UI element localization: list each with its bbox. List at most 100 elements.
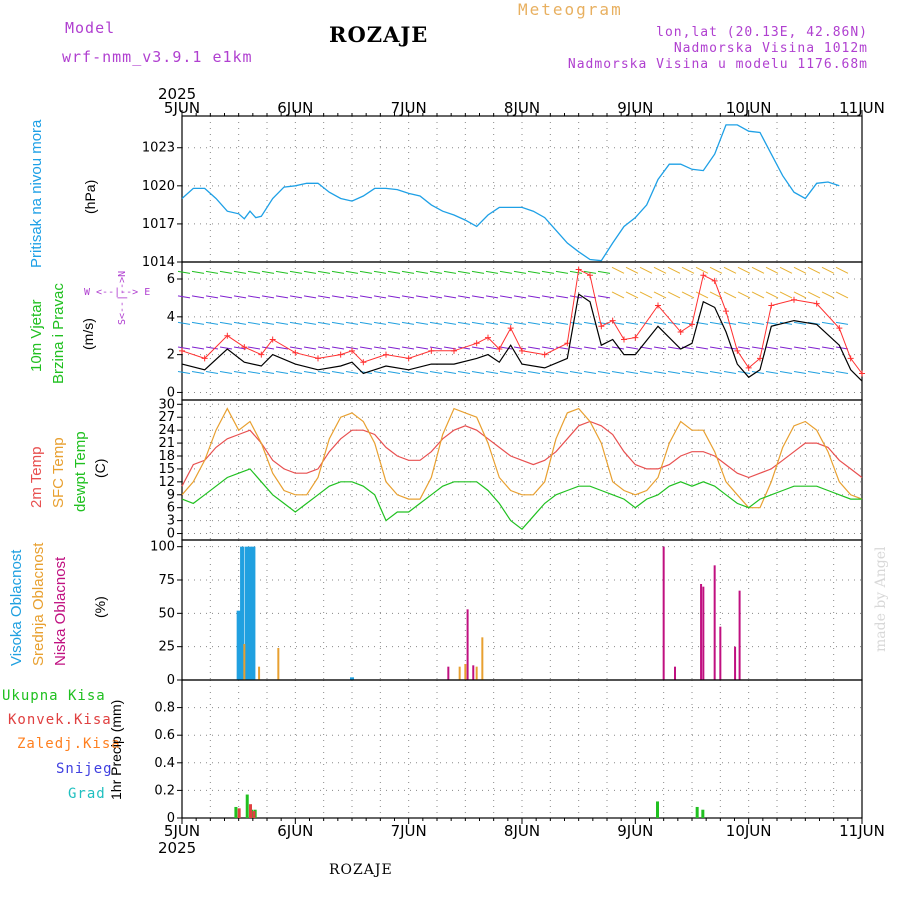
wind-arrow	[667, 291, 681, 299]
wind-arrow	[233, 371, 247, 375]
cloud-high-bar	[244, 546, 249, 680]
wind-gust-marker	[428, 347, 435, 354]
wind-arrow	[345, 321, 359, 325]
pressure-panel: 1014 1017 1020 1023	[142, 115, 863, 270]
top-day-label: 10JUN	[726, 99, 772, 117]
wind-arrow	[513, 295, 527, 299]
wind-arrow	[667, 346, 681, 350]
wind-gust-marker	[859, 370, 865, 377]
wind-arrow	[331, 346, 345, 350]
wind-arrow	[611, 346, 625, 350]
top-day-label: 9JUN	[617, 99, 653, 117]
wind-arrow	[303, 346, 317, 350]
wind-arrow	[625, 291, 639, 299]
wind-arrow	[681, 266, 695, 274]
wind-arrow	[653, 321, 667, 325]
wind-arrow	[513, 321, 527, 325]
wind-arrow	[667, 266, 681, 274]
bottom-day-label: 5JUN	[164, 822, 200, 840]
wind-arrow	[821, 371, 835, 375]
wind-arrow	[779, 321, 793, 325]
wind-arrow	[331, 295, 345, 299]
wind-arrow	[723, 346, 737, 350]
temp-sfc-line	[181, 407, 863, 509]
wind-gust-marker	[575, 266, 582, 273]
y-tick-label: 25	[158, 640, 175, 655]
wind-arrow	[401, 295, 415, 299]
wind-arrow	[359, 270, 373, 274]
wind-arrow	[555, 371, 569, 375]
wind-arrow	[191, 321, 205, 325]
y-tick-label: 0	[167, 385, 175, 400]
cloud-high-bar	[236, 610, 241, 680]
wind-arrow	[765, 371, 779, 375]
y-tick-label: 27	[158, 410, 175, 425]
wind-arrow	[373, 321, 387, 325]
wind-gust-marker	[349, 347, 355, 354]
y-tick-label: 75	[158, 573, 175, 588]
wind-gust-marker	[587, 272, 593, 279]
wind-arrow	[807, 346, 821, 350]
wind-arrow	[415, 371, 429, 375]
precip-conv-bar	[252, 811, 256, 818]
wind-arrow	[317, 270, 331, 274]
wind-arrow	[709, 291, 723, 299]
wind-arrow	[499, 346, 513, 350]
bottom-year-label: 2025	[158, 839, 196, 857]
wind-arrow	[401, 371, 415, 375]
cloud-low-bar	[447, 666, 450, 680]
cloud-low-bar	[466, 609, 469, 680]
wind-arrow	[583, 295, 597, 299]
precip-snow-label: Snijeg	[56, 761, 113, 777]
temp-dewpt-line	[181, 468, 862, 531]
wind-gust-marker	[507, 325, 514, 332]
wind-arrow	[835, 291, 849, 299]
wind-speed-line	[181, 293, 863, 382]
wind-arrow	[555, 270, 569, 274]
bottom-date-axis: 5JUN 6JUN 7JUN 8JUN 9JUN 10JUN 11JUN 2025	[158, 818, 885, 857]
wind-arrow	[527, 295, 541, 299]
station-title: ROZAJE	[329, 22, 429, 47]
wind-gust-marker	[485, 334, 491, 341]
pressure-line	[181, 124, 840, 262]
wind-arrow	[289, 295, 303, 299]
precip-total-bar	[701, 809, 705, 818]
wind-arrow	[765, 346, 779, 350]
y-tick-label: 4	[167, 310, 175, 325]
wind-arrow	[597, 371, 611, 375]
wind-panel: 0 2 4 6	[167, 261, 865, 401]
wind-arrow	[191, 295, 205, 299]
wind-arrow	[247, 346, 261, 350]
wind-arrow	[345, 371, 359, 375]
wind-arrow	[653, 371, 667, 375]
wind-arrow	[387, 270, 401, 274]
y-tick-label: 100	[150, 540, 175, 555]
precip-conv-bar	[237, 808, 241, 818]
wind-arrow	[443, 321, 457, 325]
cloud-high-bar	[350, 677, 354, 680]
wind-gust-marker	[609, 317, 616, 324]
wind-gust-marker	[813, 300, 820, 307]
model-name: wrf-nmm_v3.9.1 e1km	[62, 48, 253, 66]
precip-panel: 0 0.2 0.4 0.6 0.8	[154, 679, 863, 826]
wind-arrow	[345, 295, 359, 299]
wind-arrow	[737, 266, 751, 274]
wind-arrow	[387, 371, 401, 375]
top-year-label: 2025	[158, 85, 196, 103]
wind-arrow	[695, 266, 709, 274]
wind-gust-marker	[677, 328, 684, 335]
wind-arrow	[835, 371, 849, 375]
wind-arrow	[667, 371, 681, 375]
wind-arrow	[191, 346, 205, 350]
cloud-low-bar	[700, 584, 703, 680]
top-day-label: 5JUN	[164, 99, 200, 117]
wind-arrow	[765, 266, 779, 274]
y-tick-label: 2	[167, 348, 175, 363]
wind-arrow	[247, 270, 261, 274]
wind-gust-marker	[496, 345, 503, 352]
wind-arrow	[527, 371, 541, 375]
wind-gust-marker	[201, 355, 208, 362]
wind-arrow	[275, 346, 289, 350]
